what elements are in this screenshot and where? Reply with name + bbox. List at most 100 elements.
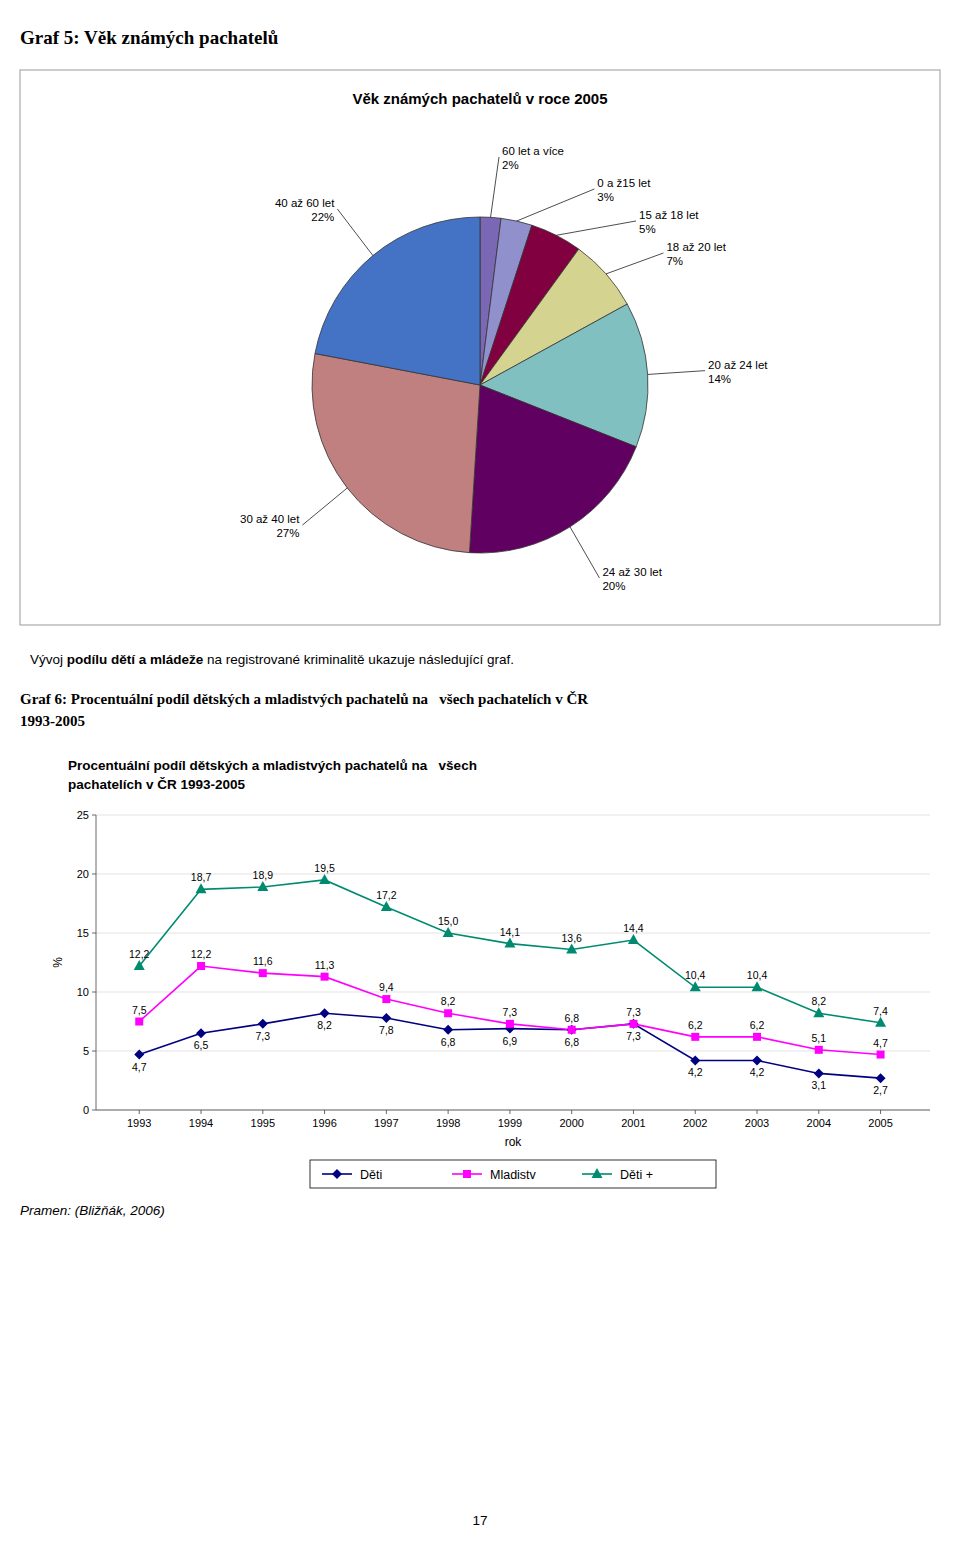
series-marker [135,1018,143,1026]
y-tick-label: 5 [83,1045,89,1057]
pie-leader [491,157,499,217]
pie-leader [302,488,347,525]
series-marker [196,883,207,893]
series-marker [691,1033,699,1041]
y-axis [96,815,97,1110]
x-tick-label: 1999 [498,1117,522,1129]
pie-leader [648,371,705,375]
pie-slice [469,385,636,553]
data-label: 11,3 [315,959,335,971]
series-marker [690,1055,700,1065]
data-label: 8,2 [441,995,456,1007]
x-tick [262,1110,263,1114]
data-label: 6,8 [564,1012,579,1024]
pie-label-value: 27% [276,527,299,539]
grid-line [96,1051,930,1052]
x-tick-label: 2002 [683,1117,707,1129]
x-tick-label: 2000 [559,1117,583,1129]
data-label: 6,8 [441,1036,456,1048]
data-label: 4,7 [132,1061,147,1073]
x-tick [386,1110,387,1114]
series-marker [629,1020,637,1028]
x-tick [571,1110,572,1114]
data-label: 11,6 [253,955,273,967]
series-marker [134,960,145,970]
series-marker [257,881,268,891]
grid-line [96,874,930,875]
pie-label-value: 2% [502,159,519,171]
paragraph-run: na registrované kriminalitě ukazuje násl… [203,652,514,667]
pie-label-value: 22% [311,211,334,223]
series-marker [196,1028,206,1038]
data-label: 10,4 [747,969,768,981]
data-label: 7,3 [626,1030,641,1042]
series-marker [815,1046,823,1054]
heading: Graf 6: Procentuální podíl dětských a ml… [20,691,588,707]
series-marker [320,1008,330,1018]
page-number: 17 [472,1513,487,1528]
series-marker [504,938,515,948]
pie-leader [606,253,663,274]
series-marker [443,927,454,937]
y-tick-label: 0 [83,1104,89,1116]
series-marker [814,1068,824,1078]
legend-frame [310,1160,716,1188]
page: Graf 5: Věk známých pachatelůVěk známých… [0,0,960,1549]
x-tick-label: 2004 [807,1117,831,1129]
data-label: 6,2 [750,1019,765,1031]
x-tick [139,1110,140,1114]
x-tick [201,1110,202,1114]
series-marker [877,1051,885,1059]
chart-subtitle: pachatelích v ČR 1993-2005 [68,777,246,792]
x-tick-label: 1997 [374,1117,398,1129]
series-marker [321,973,329,981]
pie-label-name: 30 až 40 let [240,513,300,525]
series-marker [568,1026,576,1034]
x-tick-label: 1998 [436,1117,460,1129]
pie-slices [312,217,648,553]
pie-label-name: 15 až 18 let [639,209,699,221]
chart-title: Procentuální podíl dětských a mladistvýc… [68,758,477,773]
x-tick-label: 2005 [868,1117,892,1129]
pie-slice [315,217,480,385]
x-tick [880,1110,881,1114]
data-label: 13,6 [561,932,582,944]
pie-label-name: 18 až 20 let [666,241,726,253]
pie-label-value: 7% [666,255,683,267]
legend-label: Děti [360,1168,382,1182]
pie-label-value: 5% [639,223,656,235]
pie-leader [337,209,373,256]
pie-label-name: 60 let a více [502,145,564,157]
data-label: 7,3 [626,1006,641,1018]
series-line [139,1013,880,1078]
background [0,0,960,1549]
y-tick [92,1051,96,1052]
data-label: 19,5 [314,862,335,874]
paragraph-run: Vývoj [30,652,67,667]
y-tick [92,992,96,993]
plot-data [134,874,886,1083]
y-tick-label: 10 [77,986,89,998]
data-label: 18,7 [191,871,212,883]
series-marker [566,944,577,954]
y-tick-label: 25 [77,809,89,821]
x-tick-label: 2003 [745,1117,769,1129]
x-axis [96,1110,930,1111]
series-marker [567,1025,577,1035]
pie-label-name: 24 až 30 let [602,566,662,578]
pie-label-name: 40 až 60 let [275,197,335,209]
data-label: 4,2 [750,1066,765,1078]
y-tick-label: 15 [77,927,89,939]
series-marker [444,1009,452,1017]
page-title: Graf 5: Věk známých pachatelů [20,27,279,48]
data-label: 4,7 [873,1037,888,1049]
y-tick [92,933,96,934]
paragraph: Vývoj podílu dětí a mládeže na registrov… [30,652,514,667]
pie-label-name: 0 a ž15 let [597,177,651,189]
legend: DětiMladistvDěti + [310,1160,716,1188]
series-marker [443,1025,453,1035]
data-label: 12,2 [129,948,150,960]
series-marker [258,1019,268,1029]
pie-label-name: 20 až 24 let [708,359,768,371]
pie-leader [570,527,599,578]
